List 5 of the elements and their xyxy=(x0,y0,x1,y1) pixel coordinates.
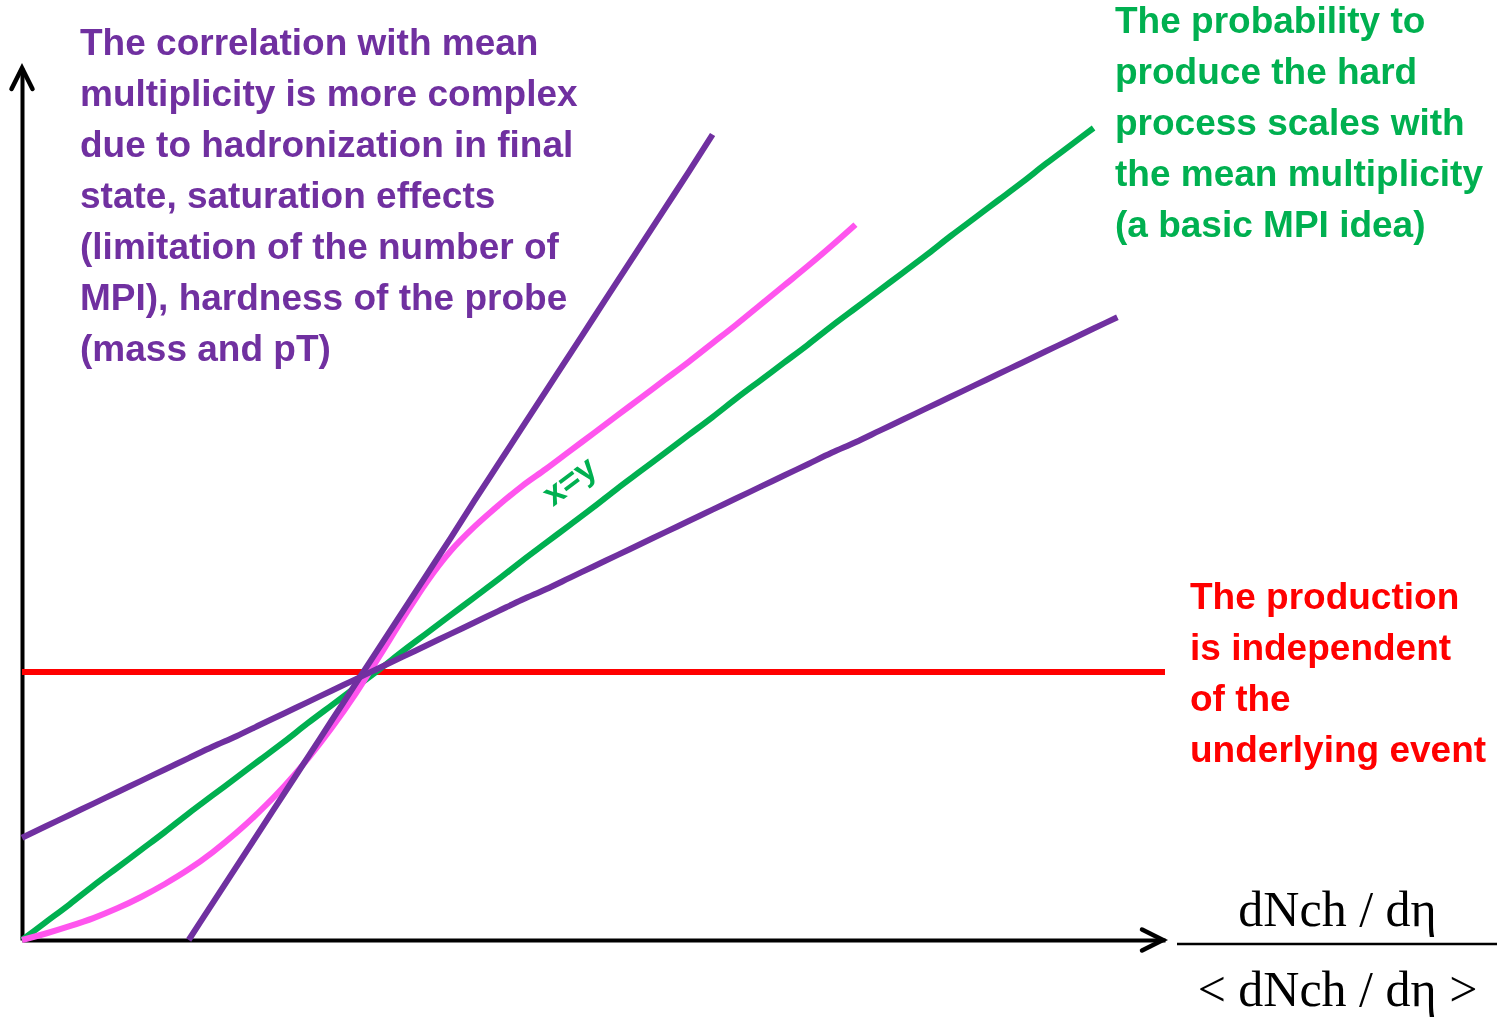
text: The production is independent of the underlying event xyxy=(1190,576,1487,770)
annotation: The probability to produce the hard process scales with the mean multiplicity (a basic MPI idea) xyxy=(1115,0,1484,245)
annotation: The correlation with mean multiplicity is more complex due to hadronization in final state, saturation effects (limitation of the number of MPI), hardness of the probe (mass and pT) xyxy=(80,22,579,369)
annotation: x=y xyxy=(534,447,604,513)
x-axis-title: dNch / dη < dNch / dη > xyxy=(1197,880,1478,1017)
